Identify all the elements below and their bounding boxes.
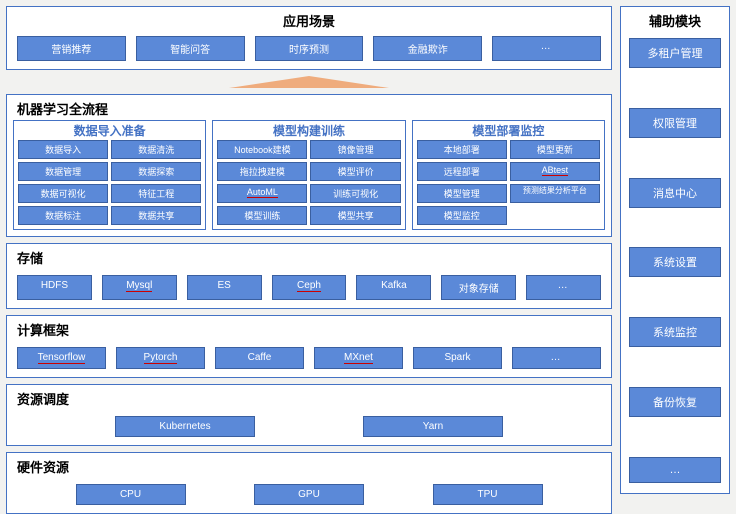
compute-panel: 计算框架 Tensorflow Pytorch Caffe MXnet Spar… (6, 315, 612, 378)
ml-item: 特征工程 (111, 184, 201, 203)
group-title: 模型部署监控 (413, 121, 604, 140)
ml-item: 模型管理 (417, 184, 507, 203)
group-title: 模型构建训练 (213, 121, 404, 140)
storage-item: 对象存储 (441, 275, 516, 300)
aux-item: 系统监控 (629, 317, 721, 347)
compute-more: … (512, 347, 601, 369)
main-column: 应用场景 营销推荐 智能问答 时序预测 金融欺诈 … 机器学习全流程 数据导入准… (6, 6, 612, 494)
ml-item: 模型训练 (217, 206, 307, 225)
flow-arrow (6, 76, 612, 88)
storage-item: Ceph (272, 275, 347, 300)
hardware-panel: 硬件资源 CPU GPU TPU (6, 452, 612, 514)
group-title: 数据导入准备 (14, 121, 205, 140)
aux-item: 多租户管理 (629, 38, 721, 68)
compute-item: Tensorflow (17, 347, 106, 369)
ml-item: 训练可视化 (310, 184, 400, 203)
aux-panel: 辅助模块 多租户管理 权限管理 消息中心 系统设置 系统监控 备份恢复 … (620, 6, 730, 494)
scenario-item: 时序预测 (255, 36, 364, 61)
scenario-item: 金融欺诈 (373, 36, 482, 61)
ml-groups: 数据导入准备 数据导入 数据清洗 数据管理 数据探索 数据可视化 特征工程 数据… (7, 120, 611, 236)
aux-more: … (629, 457, 721, 483)
storage-title: 存储 (7, 244, 611, 269)
compute-item: Caffe (215, 347, 304, 369)
ml-item: Notebook建模 (217, 140, 307, 159)
ml-item: 数据共享 (111, 206, 201, 225)
ml-item: 数据导入 (18, 140, 108, 159)
aux-item: 系统设置 (629, 247, 721, 277)
compute-item: MXnet (314, 347, 403, 369)
compute-item: Spark (413, 347, 502, 369)
ml-item: 本地部署 (417, 140, 507, 159)
hardware-item: TPU (433, 484, 543, 505)
ml-item: 模型监控 (417, 206, 507, 225)
hardware-title: 硬件资源 (7, 453, 611, 478)
ml-item: 数据清洗 (111, 140, 201, 159)
ml-item: 预测结果分析平台 (510, 184, 600, 203)
ml-item: 数据标注 (18, 206, 108, 225)
aux-item: 权限管理 (629, 108, 721, 138)
group-data-prep: 数据导入准备 数据导入 数据清洗 数据管理 数据探索 数据可视化 特征工程 数据… (13, 120, 206, 230)
storage-item: Mysql (102, 275, 177, 300)
ml-item: 远程部署 (417, 162, 507, 181)
scheduler-item: Kubernetes (115, 416, 255, 437)
compute-item: Pytorch (116, 347, 205, 369)
storage-panel: 存储 HDFS Mysql ES Ceph Kafka 对象存储 … (6, 243, 612, 309)
scheduler-item: Yarn (363, 416, 503, 437)
scheduler-title: 资源调度 (7, 385, 611, 410)
ml-item: 镜像管理 (310, 140, 400, 159)
hardware-item: CPU (76, 484, 186, 505)
app-scenarios-row: 营销推荐 智能问答 时序预测 金融欺诈 … (7, 32, 611, 69)
app-scenarios-title: 应用场景 (7, 7, 611, 32)
scenario-item: 营销推荐 (17, 36, 126, 61)
scheduler-panel: 资源调度 Kubernetes Yarn (6, 384, 612, 446)
app-scenarios-panel: 应用场景 营销推荐 智能问答 时序预测 金融欺诈 … (6, 6, 612, 70)
ml-item: 模型评价 (310, 162, 400, 181)
storage-more: … (526, 275, 601, 300)
scenario-more: … (492, 36, 601, 61)
ml-item: 数据管理 (18, 162, 108, 181)
ml-item: 数据探索 (111, 162, 201, 181)
ml-pipeline-panel: 机器学习全流程 数据导入准备 数据导入 数据清洗 数据管理 数据探索 数据可视化… (6, 94, 612, 237)
group-model-deploy: 模型部署监控 本地部署 模型更新 远程部署 ABtest 模型管理 预测结果分析… (412, 120, 605, 230)
ml-pipeline-title: 机器学习全流程 (7, 95, 611, 120)
ml-item: ABtest (510, 162, 600, 181)
aux-column: 辅助模块 多租户管理 权限管理 消息中心 系统设置 系统监控 备份恢复 … (620, 6, 730, 494)
ml-item: 拖拉拽建模 (217, 162, 307, 181)
storage-item: Kafka (356, 275, 431, 300)
storage-item: HDFS (17, 275, 92, 300)
storage-item: ES (187, 275, 262, 300)
ml-item: 模型更新 (510, 140, 600, 159)
ml-item: 模型共享 (310, 206, 400, 225)
scenario-item: 智能问答 (136, 36, 245, 61)
aux-item: 消息中心 (629, 178, 721, 208)
group-model-train: 模型构建训练 Notebook建模 镜像管理 拖拉拽建模 模型评价 AutoML… (212, 120, 405, 230)
compute-title: 计算框架 (7, 316, 611, 341)
hardware-item: GPU (254, 484, 364, 505)
aux-title: 辅助模块 (621, 7, 729, 32)
ml-item: 数据可视化 (18, 184, 108, 203)
aux-item: 备份恢复 (629, 387, 721, 417)
ml-item: AutoML (217, 184, 307, 203)
